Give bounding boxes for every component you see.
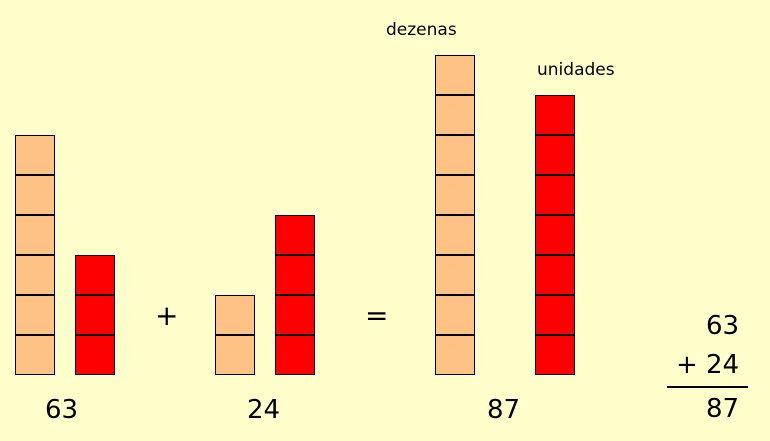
sum-units-block xyxy=(535,295,575,335)
sum-tens-block xyxy=(435,255,475,295)
first-addend-units-block xyxy=(75,255,115,295)
column-sum-plus-sign: + xyxy=(676,350,698,380)
plus-sign: + xyxy=(155,299,179,332)
sum-tens-block xyxy=(435,95,475,135)
tens-label: dezenas xyxy=(386,20,457,40)
first-addend-caption: 63 xyxy=(45,395,79,425)
column-sum-second-number: 24 xyxy=(706,350,740,380)
sum-units-block xyxy=(535,215,575,255)
first-addend-tens-block xyxy=(15,335,55,375)
second-addend-tens-block xyxy=(215,295,255,335)
sum-tens-block xyxy=(435,215,475,255)
equals-sign: = xyxy=(365,299,389,332)
sum-units-block xyxy=(535,335,575,375)
sum-caption: 87 xyxy=(487,395,521,425)
sum-tens-block xyxy=(435,335,475,375)
second-addend-units-block xyxy=(275,295,315,335)
second-addend-caption: 24 xyxy=(247,395,281,425)
first-addend-tens-block xyxy=(15,215,55,255)
sum-units-block xyxy=(535,135,575,175)
first-addend-tens-block xyxy=(15,175,55,215)
first-addend-units-block xyxy=(75,335,115,375)
sum-tens-block xyxy=(435,295,475,335)
second-addend-units-block xyxy=(275,335,315,375)
first-addend-units-block xyxy=(75,295,115,335)
sum-units-block xyxy=(535,95,575,135)
first-addend-tens-block xyxy=(15,295,55,335)
first-addend-tens-block xyxy=(15,135,55,175)
column-sum-top-number: 63 xyxy=(706,311,740,341)
sum-units-block xyxy=(535,255,575,295)
second-addend-units-block xyxy=(275,215,315,255)
column-sum-rule xyxy=(667,386,748,388)
sum-tens-block xyxy=(435,175,475,215)
first-addend-tens-block xyxy=(15,255,55,295)
sum-tens-block xyxy=(435,55,475,95)
column-sum-result: 87 xyxy=(706,394,740,424)
second-addend-tens-block xyxy=(215,335,255,375)
sum-units-block xyxy=(535,175,575,215)
second-addend-units-block xyxy=(275,255,315,295)
units-label: unidades xyxy=(537,60,615,80)
sum-tens-block xyxy=(435,135,475,175)
